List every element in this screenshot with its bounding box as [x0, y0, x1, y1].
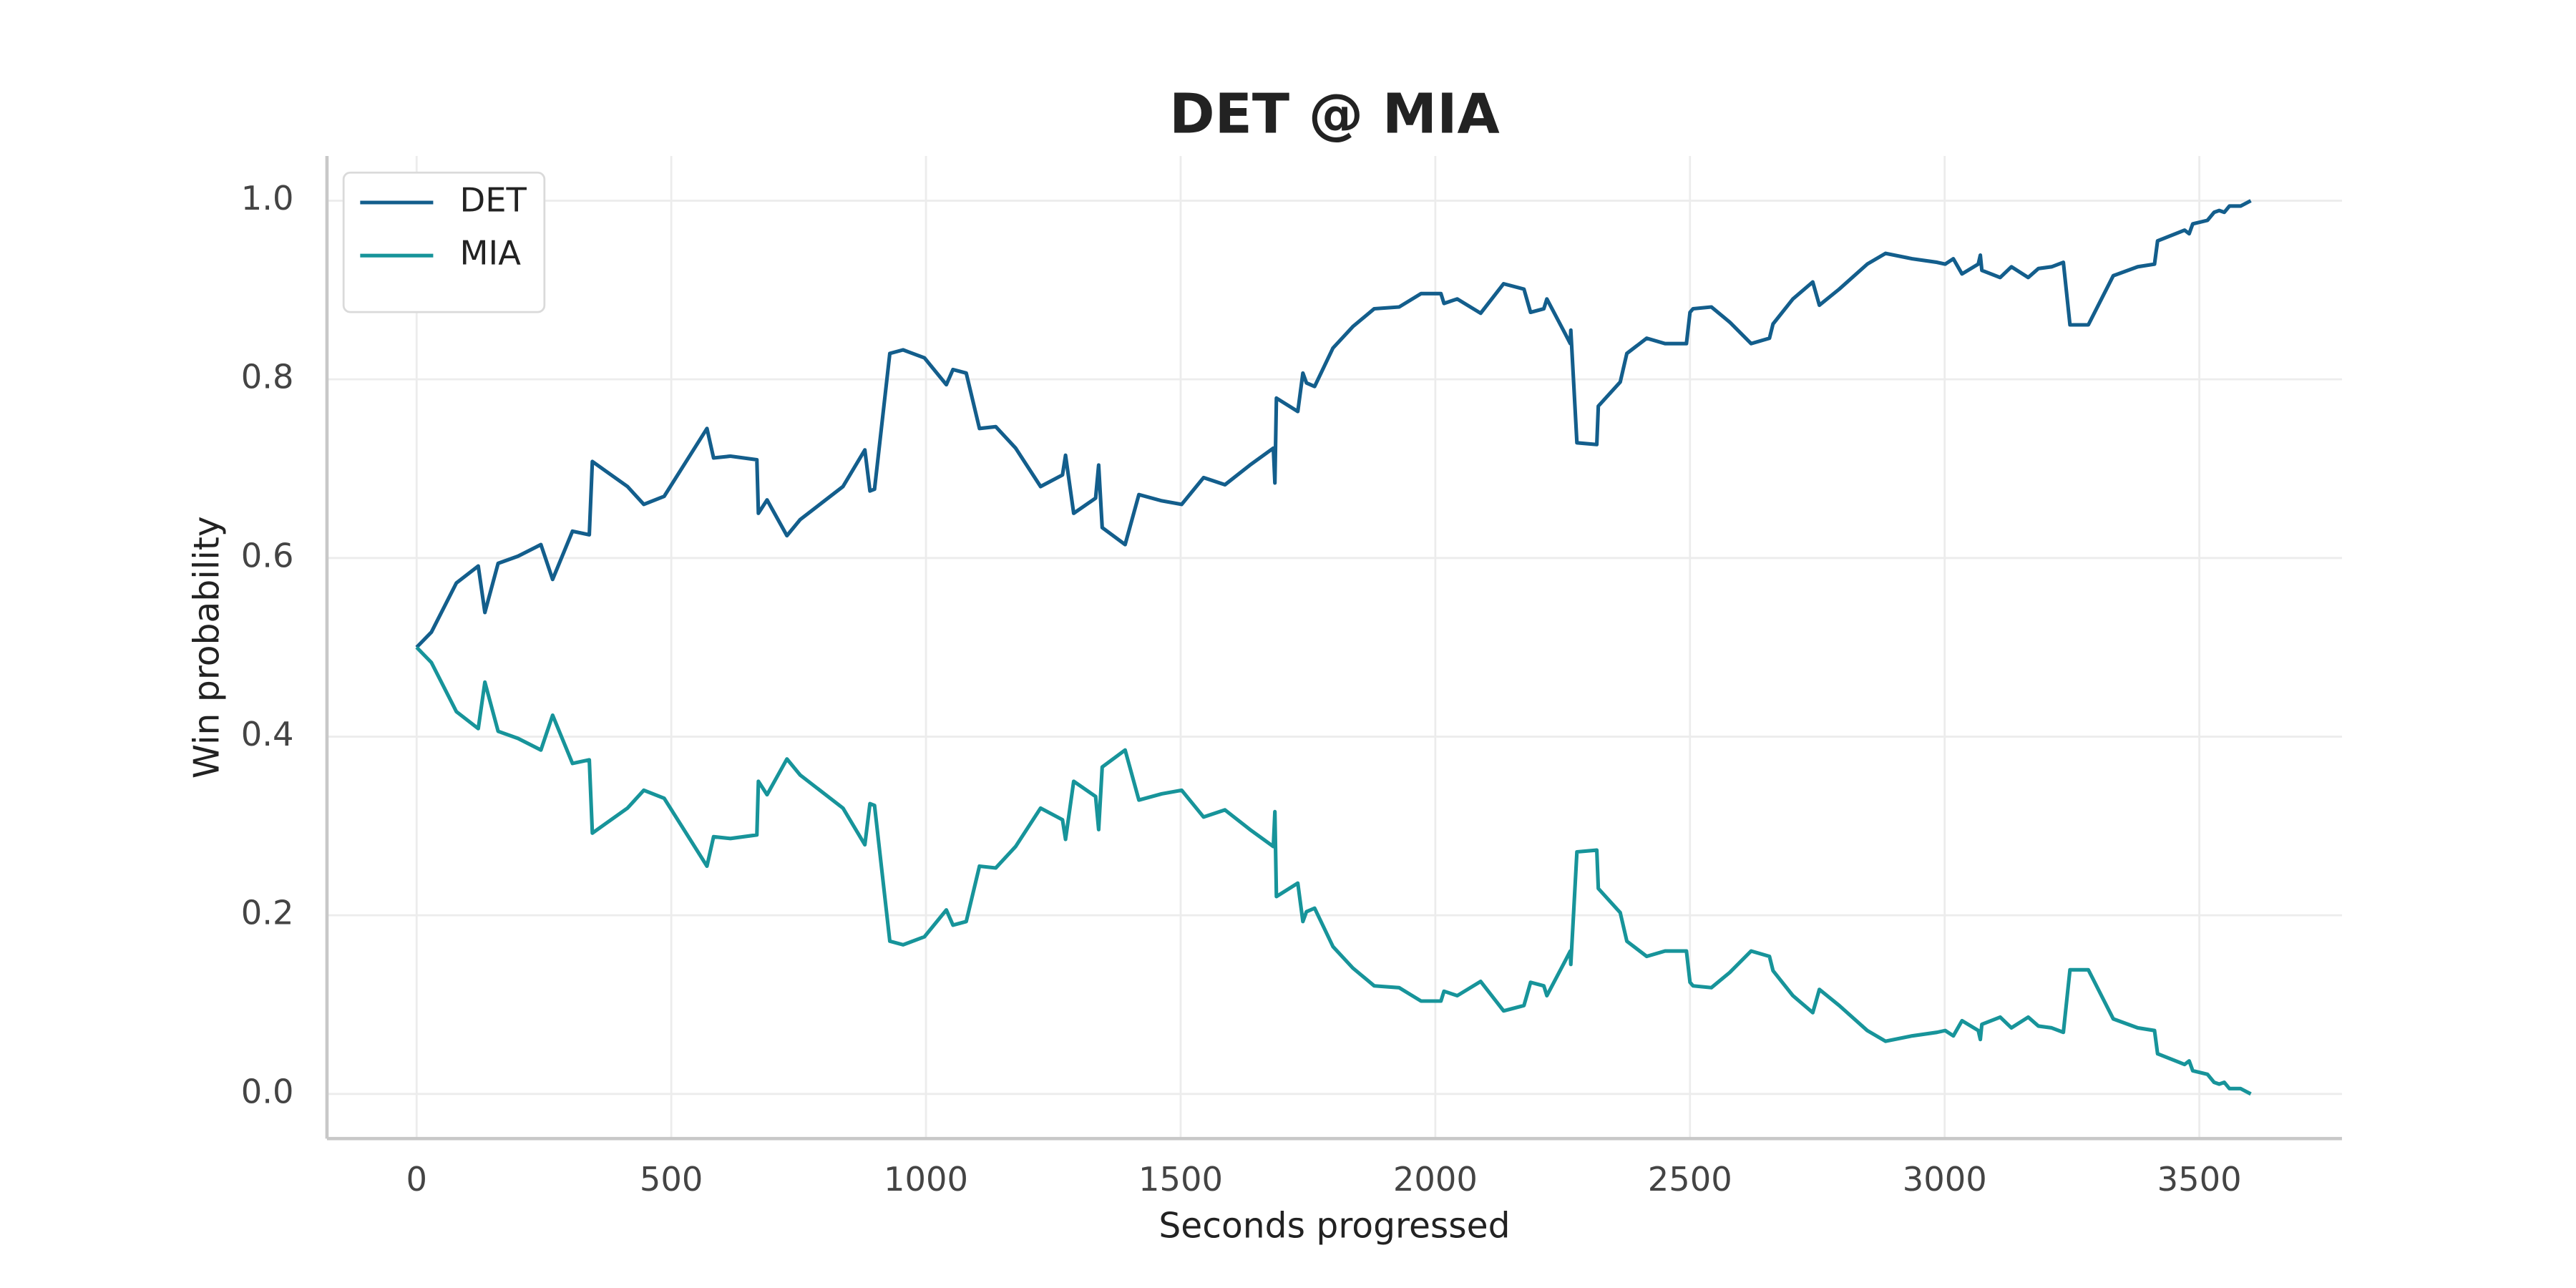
x-tick-label: 1000	[884, 1160, 968, 1199]
x-tick-label: 3000	[1903, 1160, 1987, 1199]
x-tick-label: 500	[640, 1160, 703, 1199]
legend-label: MIA	[460, 234, 522, 273]
y-tick-label: 1.0	[241, 179, 294, 218]
legend: DET MIA	[342, 171, 546, 313]
x-tick-label: 2000	[1393, 1160, 1478, 1199]
series-line	[415, 645, 2252, 1096]
x-tick-label: 3500	[2157, 1160, 2242, 1199]
y-tick-label: 0.0	[241, 1072, 294, 1111]
legend-box	[342, 171, 546, 313]
x-axis-label: Seconds progressed	[1158, 1206, 1510, 1246]
x-tick-label: 1500	[1138, 1160, 1223, 1199]
legend-label: DET	[460, 180, 527, 219]
x-tick-label: 0	[406, 1160, 427, 1199]
y-tick-label: 0.8	[241, 358, 294, 396]
x-tick-label: 2500	[1648, 1160, 1732, 1199]
chart-title: DET @ MIA	[1169, 83, 1500, 147]
y-tick-label: 0.6	[241, 536, 294, 575]
series-line	[415, 199, 2252, 649]
y-axis-label: Win probability	[187, 516, 227, 779]
y-tick-label: 0.4	[241, 715, 294, 753]
y-tick-label: 0.2	[241, 894, 294, 932]
